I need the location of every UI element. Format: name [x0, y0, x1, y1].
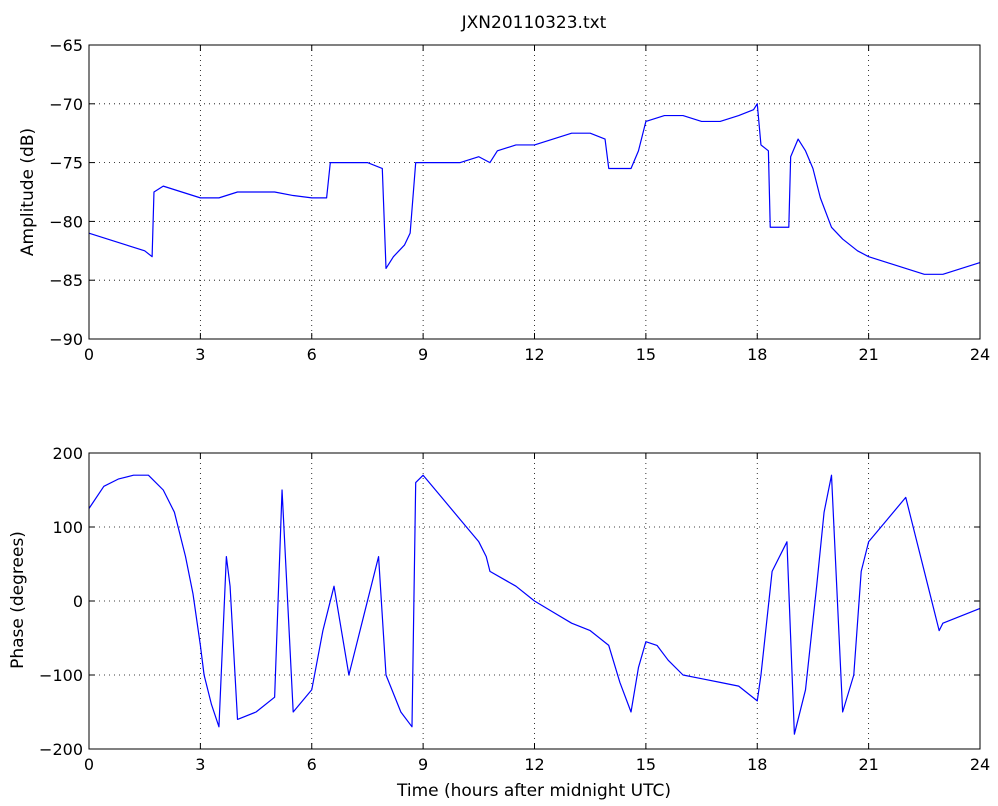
amplitude-x-tick-label: 21: [858, 345, 878, 364]
phase-y-tick-label: −100: [39, 666, 83, 685]
phase-chart: 0 3 6 9 12 15 18 21 24 200 100 0 −100 −200: [39, 444, 990, 774]
phase-x-tick-label: 18: [747, 755, 767, 774]
amplitude-y-tick-label: −75: [49, 154, 83, 173]
phase-y-tick-label: −200: [39, 740, 83, 759]
amplitude-x-tick-label: 6: [307, 345, 317, 364]
amplitude-x-tick-label: 12: [524, 345, 544, 364]
phase-x-tick-label: 3: [195, 755, 205, 774]
phase-y-axis-label: Phase (degrees): [8, 531, 28, 669]
phase-x-tick-label: 21: [858, 755, 878, 774]
phase-x-tick-label: 6: [307, 755, 317, 774]
phase-x-tick-label: 24: [970, 755, 990, 774]
phase-series-line: [88, 474, 981, 735]
amplitude-x-tick-label: 18: [747, 345, 767, 364]
amplitude-y-tick-label: −70: [49, 95, 83, 114]
phase-x-tick-label: 0: [84, 755, 94, 774]
phase-x-tick-label: 15: [636, 755, 656, 774]
amplitude-y-tick-label: −85: [49, 271, 83, 290]
amplitude-series-line: [88, 103, 981, 275]
amplitude-chart-title: JXN20110323.txt: [461, 13, 607, 33]
phase-x-axis-label: Time (hours after midnight UTC): [396, 781, 671, 801]
amplitude-y-axis-label: Amplitude (dB): [18, 128, 38, 256]
amplitude-y-tick-label: −90: [49, 330, 83, 349]
amplitude-x-tick-label: 3: [195, 345, 205, 364]
phase-y-tick-label: 200: [52, 444, 83, 463]
phase-y-tick-label: 100: [52, 518, 83, 537]
amplitude-x-tick-label: 9: [418, 345, 428, 364]
amplitude-x-tick-label: 15: [636, 345, 656, 364]
amplitude-y-tick-label: −65: [49, 36, 83, 55]
amplitude-plot-area: [89, 45, 980, 339]
phase-x-tick-label: 12: [524, 755, 544, 774]
amplitude-y-tick-label: −80: [49, 212, 83, 231]
amplitude-chart: 0 3 6 9 12 15 18 21 24 −65 −70 −75 −80 −85 −90: [49, 36, 990, 364]
amplitude-x-tick-label: 0: [84, 345, 94, 364]
amplitude-x-tick-label: 24: [970, 345, 990, 364]
phase-y-tick-label: 0: [73, 592, 83, 611]
phase-x-tick-label: 9: [418, 755, 428, 774]
